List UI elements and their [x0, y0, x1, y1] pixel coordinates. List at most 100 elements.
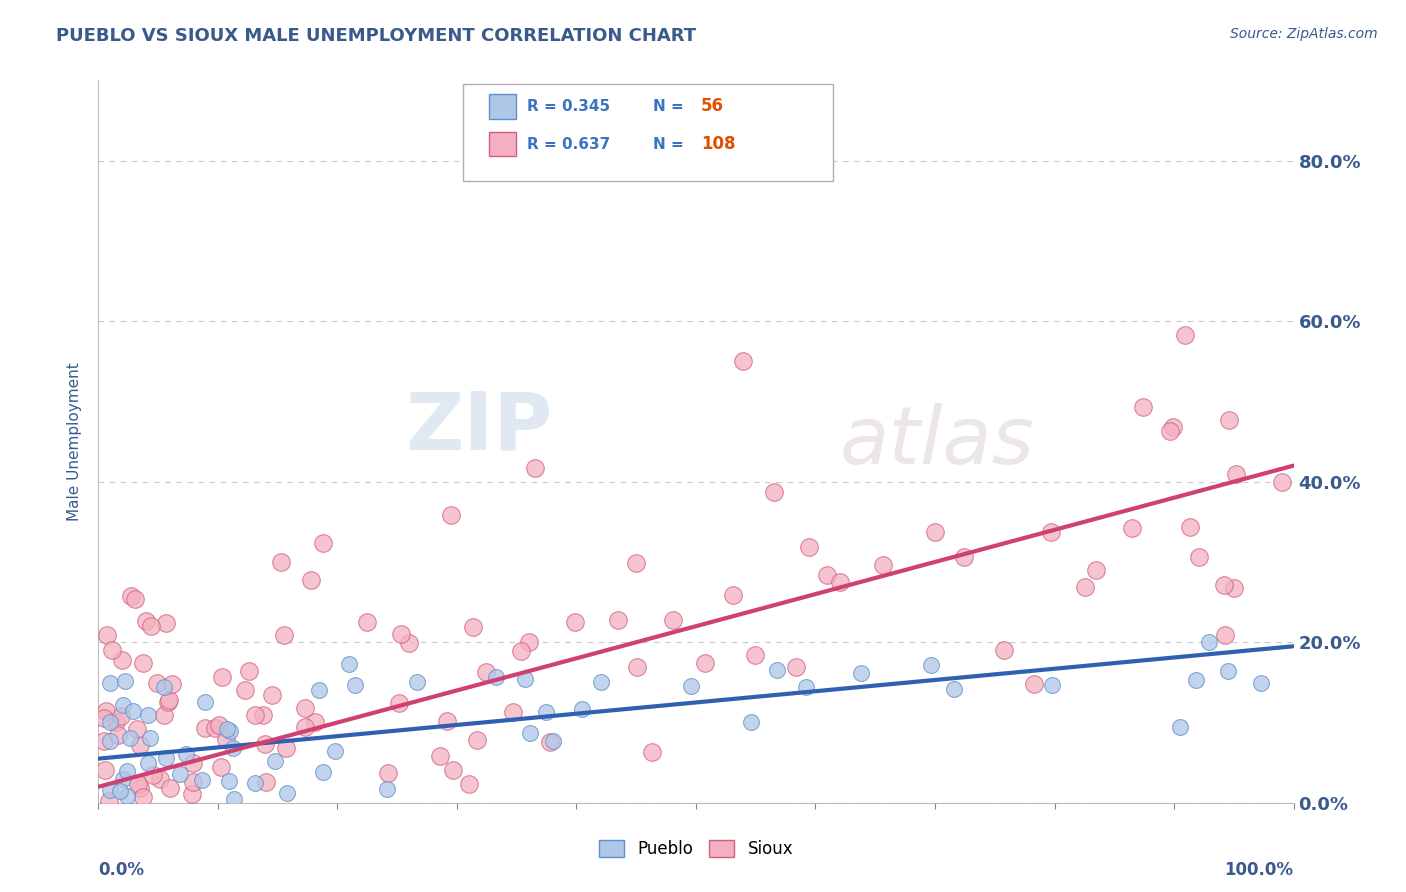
Point — [132, 657, 155, 671]
Point — [136, 707, 159, 722]
Point — [1250, 676, 1272, 690]
Point — [160, 677, 183, 691]
Point — [93, 733, 115, 747]
Point — [731, 354, 754, 368]
Point — [571, 702, 593, 716]
FancyBboxPatch shape — [489, 132, 516, 156]
Point — [98, 734, 122, 748]
Point — [262, 688, 284, 702]
Point — [356, 615, 378, 629]
Point — [849, 665, 872, 680]
Point — [337, 657, 360, 671]
Point — [794, 681, 817, 695]
Point — [121, 704, 143, 718]
Point — [125, 722, 148, 736]
Point — [136, 756, 159, 770]
Point — [120, 731, 142, 746]
Point — [98, 676, 122, 690]
Point — [457, 776, 479, 790]
Point — [209, 760, 232, 774]
FancyBboxPatch shape — [489, 95, 516, 119]
Point — [1074, 580, 1097, 594]
Point — [538, 735, 561, 749]
Point — [797, 541, 820, 555]
Point — [98, 714, 122, 729]
Point — [942, 681, 965, 696]
Point — [441, 763, 464, 777]
Point — [312, 765, 335, 780]
Point — [270, 555, 292, 569]
Text: atlas: atlas — [839, 402, 1035, 481]
Point — [693, 656, 716, 670]
Point — [343, 678, 366, 692]
Point — [513, 672, 536, 686]
Point — [110, 708, 132, 723]
Point — [159, 780, 181, 795]
Text: 56: 56 — [700, 97, 724, 115]
Point — [325, 744, 347, 758]
Point — [181, 756, 204, 770]
Point — [114, 673, 136, 688]
Point — [1180, 520, 1202, 534]
Point — [98, 783, 122, 797]
Point — [398, 635, 420, 649]
Point — [436, 714, 458, 729]
Point — [1212, 578, 1234, 592]
Point — [94, 763, 117, 777]
Text: Source: ZipAtlas.com: Source: ZipAtlas.com — [1230, 27, 1378, 41]
Point — [517, 635, 540, 649]
Point — [157, 695, 180, 709]
Point — [1188, 549, 1211, 564]
Point — [252, 708, 274, 723]
Point — [1170, 720, 1192, 734]
Point — [1225, 467, 1247, 482]
Point — [115, 789, 138, 804]
Point — [233, 682, 256, 697]
Point — [174, 747, 197, 761]
Point — [204, 722, 226, 736]
Point — [830, 574, 852, 589]
Point — [274, 741, 297, 756]
Point — [254, 774, 277, 789]
Point — [253, 737, 276, 751]
Point — [534, 705, 557, 719]
Point — [148, 772, 170, 786]
Point — [96, 704, 118, 718]
Point — [1159, 424, 1181, 438]
Text: ZIP: ZIP — [405, 388, 553, 467]
Point — [181, 775, 204, 789]
Point — [211, 670, 233, 684]
Point — [124, 591, 146, 606]
Point — [93, 710, 115, 724]
Point — [509, 644, 531, 658]
Point — [872, 558, 894, 572]
Point — [467, 732, 489, 747]
Point — [485, 670, 508, 684]
Point — [377, 766, 399, 780]
Point — [131, 789, 153, 804]
Point — [785, 660, 807, 674]
Point — [1213, 627, 1236, 641]
Point — [1022, 677, 1045, 691]
Point — [238, 665, 260, 679]
Text: 108: 108 — [700, 135, 735, 153]
Point — [169, 767, 191, 781]
Point — [127, 777, 149, 791]
Point — [405, 675, 427, 690]
Point — [153, 708, 176, 723]
Point — [105, 714, 128, 729]
Point — [1161, 420, 1184, 434]
Point — [221, 740, 243, 755]
Point — [762, 484, 785, 499]
Point — [193, 721, 215, 735]
Point — [519, 725, 541, 739]
Point — [120, 589, 142, 603]
Point — [1185, 673, 1208, 687]
Point — [294, 700, 316, 714]
Point — [1218, 412, 1240, 426]
Point — [1084, 563, 1107, 577]
Point — [440, 508, 463, 522]
Point — [474, 665, 496, 679]
Point — [1121, 521, 1143, 535]
Text: N =: N = — [652, 99, 689, 114]
